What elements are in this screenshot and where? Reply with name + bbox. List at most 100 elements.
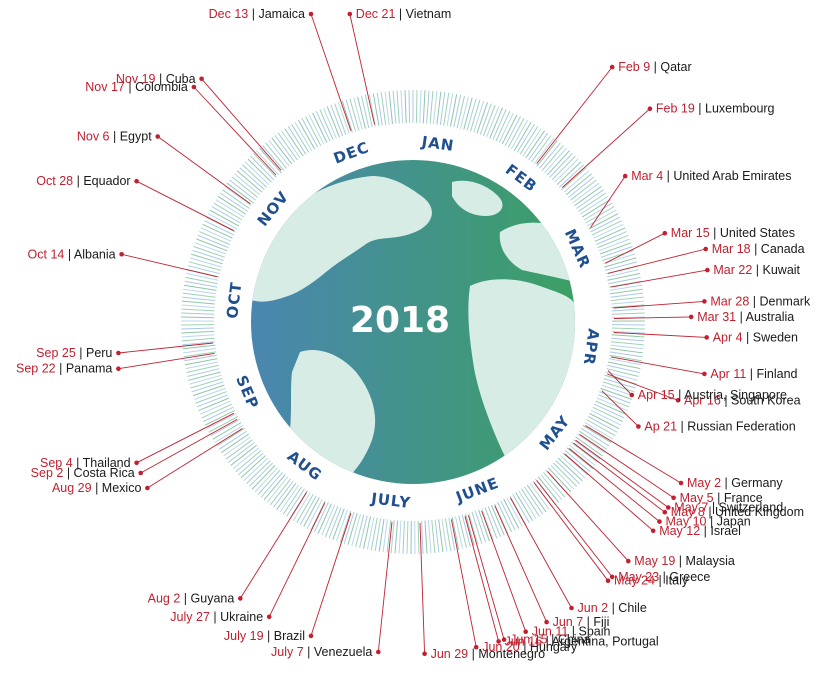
day-tick xyxy=(336,509,348,542)
day-tick xyxy=(593,403,625,419)
day-tick xyxy=(386,519,392,553)
day-tick xyxy=(338,102,350,134)
day-tick xyxy=(487,506,502,537)
holiday-date: Jun 16 xyxy=(505,634,543,648)
separator: | xyxy=(721,393,731,407)
day-tick xyxy=(317,503,332,534)
holiday-country: Spain xyxy=(579,625,611,639)
holiday-label: Jun 15 | China xyxy=(510,633,590,647)
separator: | xyxy=(736,310,746,324)
holiday-date: Jun 29 xyxy=(431,647,469,661)
holiday-date: July 27 xyxy=(170,610,210,624)
leader-dot xyxy=(569,605,574,611)
day-tick xyxy=(306,498,323,529)
day-tick xyxy=(482,104,496,137)
day-tick xyxy=(382,519,388,553)
leader-line xyxy=(610,356,705,375)
leader-line xyxy=(377,521,393,653)
day-tick xyxy=(182,296,216,302)
day-tick xyxy=(201,403,233,419)
leader-line xyxy=(450,519,477,648)
day-tick xyxy=(277,132,298,161)
day-tick xyxy=(260,471,283,498)
day-tick xyxy=(296,493,314,524)
leader-dot xyxy=(675,398,681,403)
separator: | xyxy=(721,476,731,490)
separator: | xyxy=(710,226,720,240)
holiday-country: Montenegro xyxy=(478,647,545,661)
leader-dot xyxy=(636,424,641,429)
day-tick xyxy=(566,447,594,469)
leader-dot xyxy=(609,574,615,580)
holiday-label: Apr 15 | Austria, Singapore xyxy=(638,388,787,402)
holiday-date: Sep 25 xyxy=(36,346,76,360)
day-tick xyxy=(187,368,220,377)
leader-line xyxy=(310,513,352,637)
day-tick xyxy=(573,439,601,460)
holiday-label: Sep 2 | Costa Rica xyxy=(31,466,135,480)
day-tick xyxy=(208,416,239,433)
day-tick xyxy=(604,257,637,268)
holiday-date: Nov 19 xyxy=(116,72,156,86)
leader-line xyxy=(136,412,235,464)
leader-dot xyxy=(662,230,668,236)
holiday-label: May 19 | Malaysia xyxy=(634,554,735,568)
day-tick xyxy=(450,94,458,127)
separator: | xyxy=(56,362,66,376)
leader-line xyxy=(239,492,307,599)
day-tick xyxy=(376,92,383,126)
day-tick xyxy=(181,334,215,338)
day-tick xyxy=(181,330,215,334)
day-tick xyxy=(610,344,644,350)
holiday-label: Jun 16 | Argentina, Portugal xyxy=(505,634,659,648)
day-tick xyxy=(195,391,227,404)
holiday-date: Mar 18 xyxy=(712,242,751,256)
day-tick xyxy=(396,90,400,124)
day-tick xyxy=(456,95,465,129)
day-tick xyxy=(610,341,644,346)
separator: | xyxy=(125,80,135,94)
day-tick xyxy=(510,120,529,150)
holiday-label: Aug 29 | Mexico xyxy=(52,481,141,495)
day-tick xyxy=(580,195,609,215)
day-tick xyxy=(185,361,219,370)
holiday-date: Jun 11 xyxy=(532,625,569,639)
holiday-date: Ap 21 xyxy=(644,420,677,434)
day-tick xyxy=(366,517,375,550)
leader-dot xyxy=(705,267,710,273)
day-tick xyxy=(186,364,219,373)
day-tick xyxy=(608,276,641,285)
day-tick xyxy=(479,103,492,135)
day-tick xyxy=(601,384,634,397)
holiday-label: Apr 11 | Finland xyxy=(710,367,797,381)
holiday-country: Fiji xyxy=(593,615,609,629)
day-tick xyxy=(607,364,640,373)
holiday-country: Russian Federation xyxy=(687,420,795,434)
holiday-date: Dec 13 xyxy=(209,7,249,21)
day-tick xyxy=(441,518,448,552)
month-label: SEP xyxy=(232,373,262,412)
day-tick xyxy=(299,495,317,525)
day-tick xyxy=(182,292,216,298)
day-tick xyxy=(611,300,645,305)
leader-line xyxy=(118,342,214,354)
holiday-label: Mar 31 | Australia xyxy=(697,310,794,324)
day-tick xyxy=(605,261,638,271)
day-tick xyxy=(219,192,248,212)
holiday-country: Austria, Singapore xyxy=(684,388,787,402)
holiday-country: Mexico xyxy=(102,481,142,495)
leader-line xyxy=(157,136,251,205)
holiday-date: July 7 xyxy=(271,645,304,659)
day-tick xyxy=(380,92,387,125)
leader-line xyxy=(121,253,218,278)
day-tick xyxy=(326,106,340,138)
day-tick xyxy=(301,118,319,148)
day-tick xyxy=(246,460,271,484)
holiday-country: Cuba xyxy=(166,72,196,86)
holiday-date: Feb 9 xyxy=(618,60,650,74)
holiday-label: May 2 | Germany xyxy=(687,476,783,490)
day-tick xyxy=(181,308,215,312)
holiday-date: Apr 11 xyxy=(710,367,746,381)
day-tick xyxy=(334,103,347,135)
